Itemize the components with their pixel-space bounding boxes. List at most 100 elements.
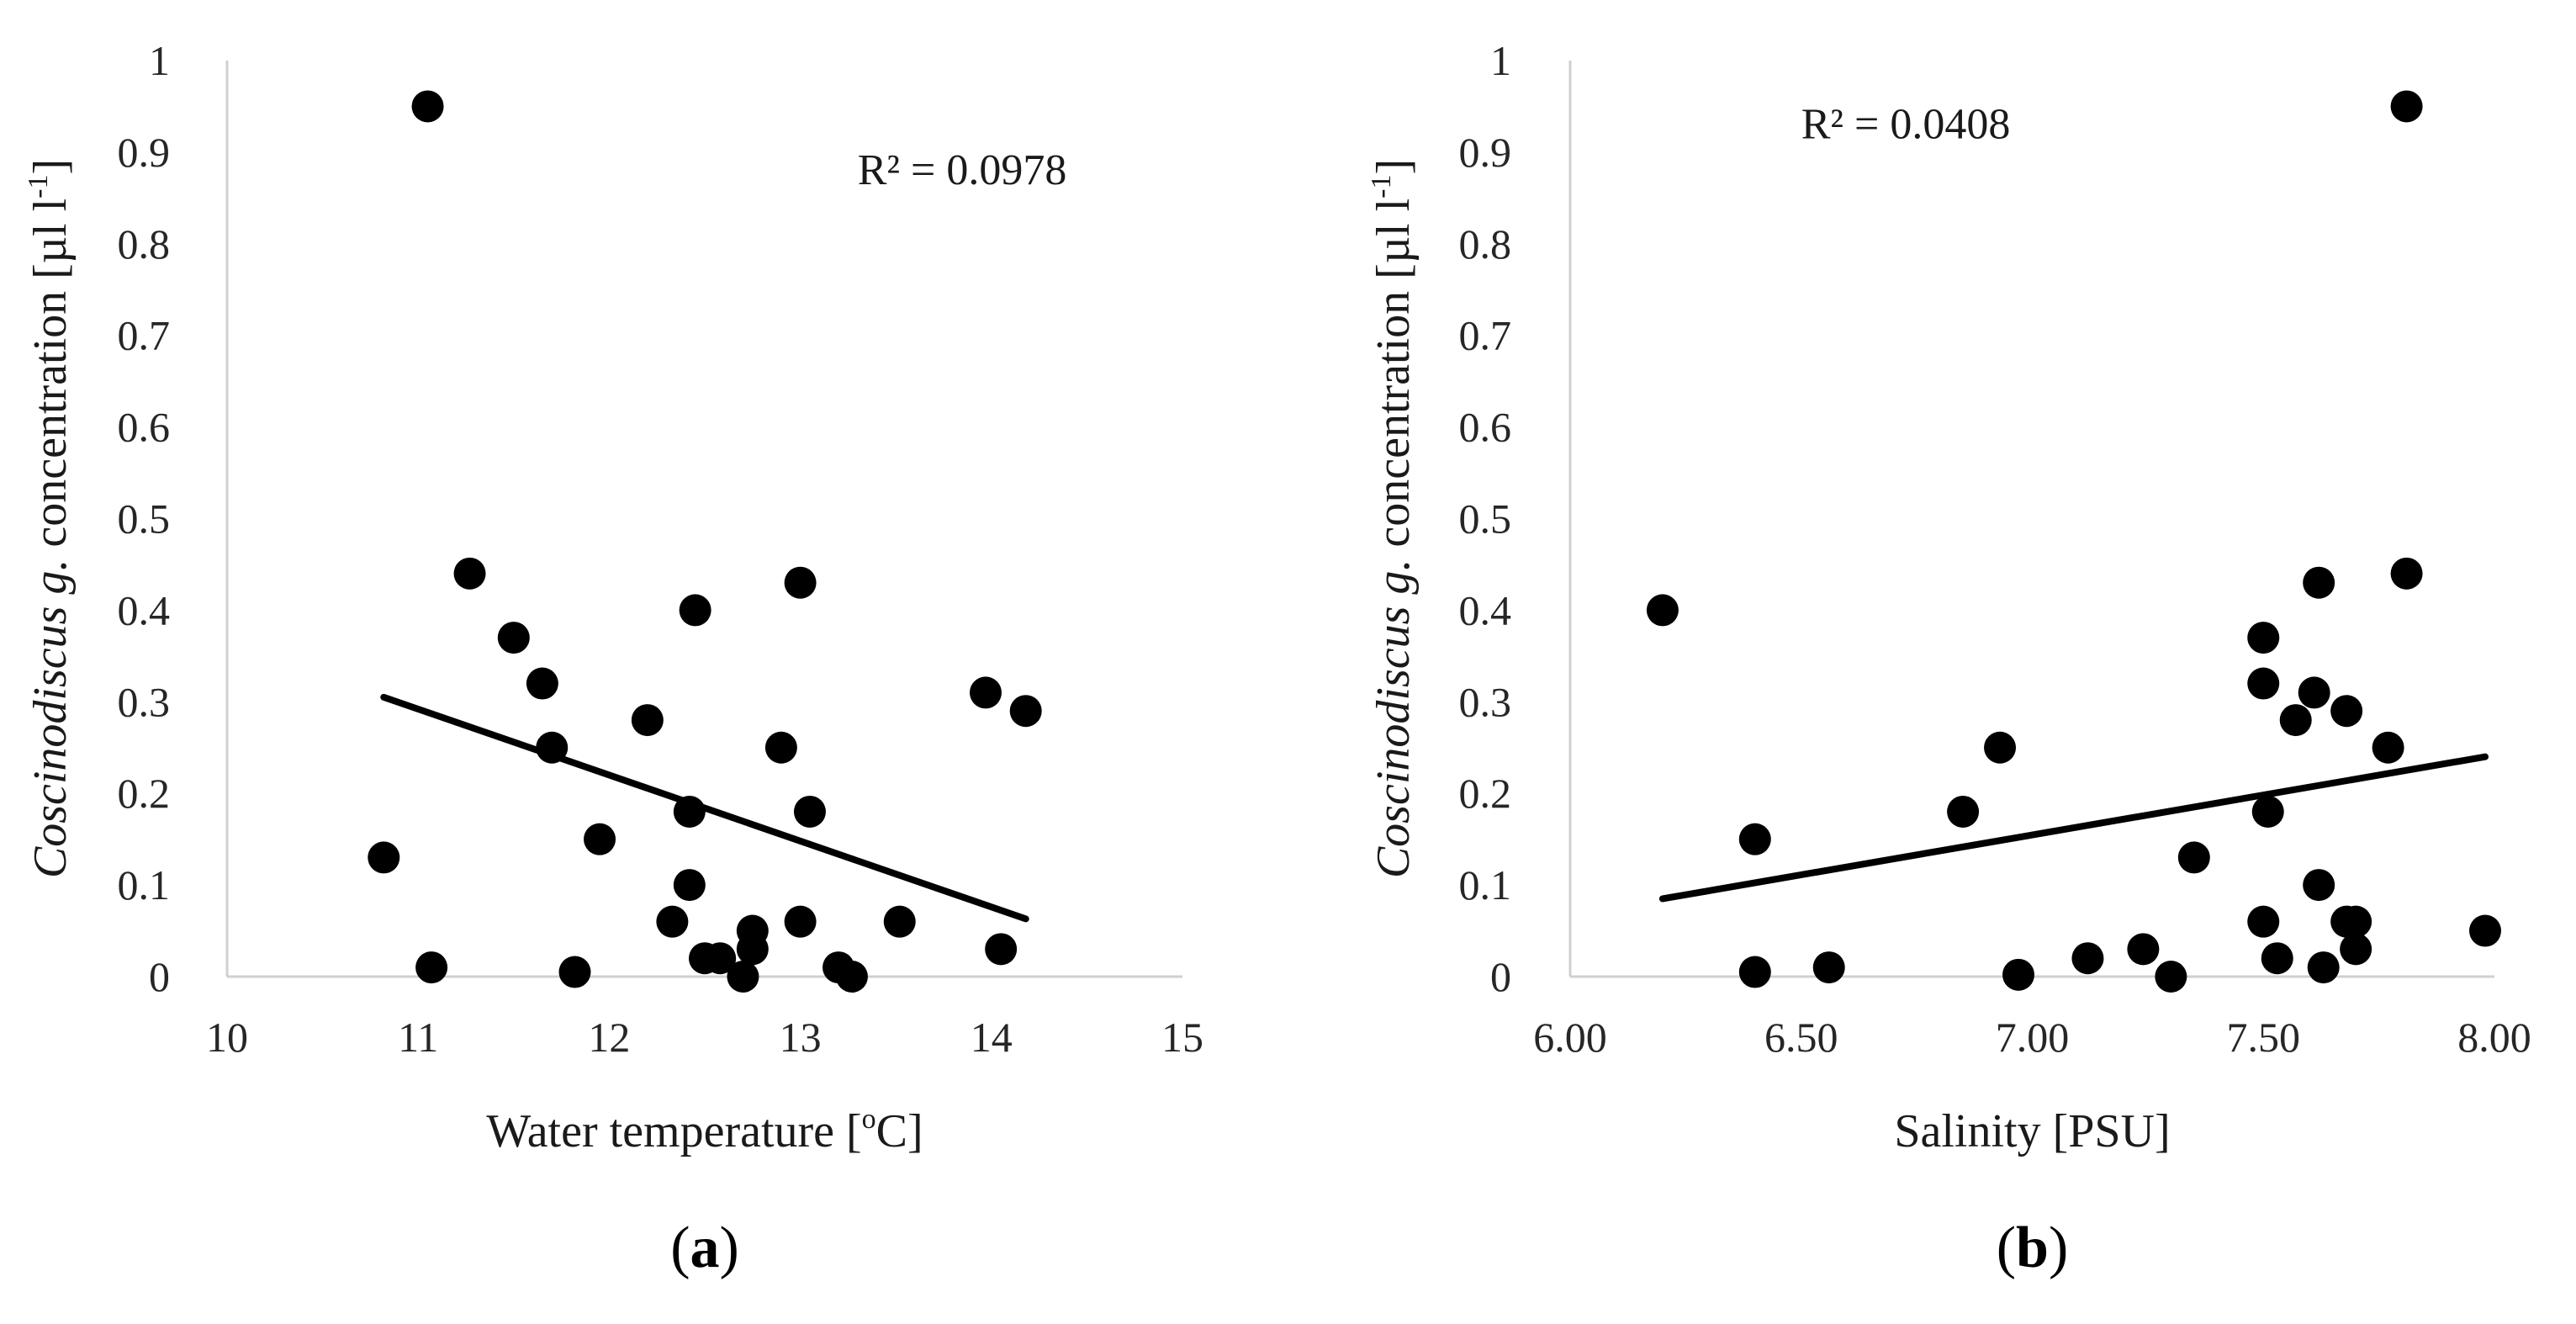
data-point — [2155, 961, 2187, 993]
data-point — [793, 795, 826, 828]
y-tick-label: 0.9 — [1459, 129, 1512, 176]
data-point — [526, 667, 558, 700]
data-point — [1738, 956, 1771, 988]
x-tick-label: 7.50 — [2227, 1014, 2301, 1061]
data-point — [2390, 90, 2423, 123]
data-point — [2340, 905, 2372, 938]
data-point — [835, 961, 868, 993]
data-point — [453, 557, 486, 590]
y-tick-label: 0.4 — [1459, 586, 1512, 633]
data-point — [2247, 905, 2280, 938]
data-point — [2177, 841, 2210, 874]
data-point — [727, 961, 759, 993]
y-tick-label: 0.3 — [1459, 678, 1512, 725]
y-axis-title-species: Coscinodiscus g. — [1367, 559, 1420, 879]
data-point — [2071, 942, 2104, 975]
y-tick-label: 0.5 — [1459, 495, 1512, 543]
data-point — [2127, 933, 2160, 966]
data-point — [969, 676, 1002, 709]
data-point — [2298, 676, 2330, 709]
x-tick-label: 12 — [588, 1014, 630, 1061]
panel-b: 0 0.1 0.2 0.3 0.4 0.5 0.6 0.7 0.8 0.9 1 6.00 6.50 7.0… — [1366, 37, 2531, 1280]
y-tick-label: 1 — [149, 37, 170, 84]
y-axis-title-text: concentration [µl l — [24, 199, 77, 559]
y-axis-title: Coscinodiscus g. concentration [µl l-1] — [23, 159, 77, 878]
data-point — [784, 905, 817, 938]
panel-label: (b) — [1997, 1215, 2069, 1280]
data-point — [2469, 914, 2502, 947]
data-point — [2247, 667, 2280, 700]
data-point — [764, 731, 797, 764]
data-point — [415, 951, 448, 984]
y-tick-label: 0 — [1490, 953, 1511, 1000]
y-tick-label: 0.2 — [118, 770, 171, 817]
y-axis-title-species: Coscinodiscus g. — [24, 559, 77, 879]
data-point — [631, 704, 664, 737]
x-tick-label: 6.50 — [1764, 1014, 1838, 1061]
x-tick-label: 11 — [398, 1014, 438, 1061]
y-tick-label: 0 — [149, 953, 170, 1000]
y-tick-label: 0.4 — [118, 586, 171, 633]
x-tick-label: 6.00 — [1533, 1014, 1607, 1061]
x-tick-label: 10 — [206, 1014, 248, 1061]
y-tick-label: 0.3 — [118, 678, 171, 725]
x-tick-label: 7.00 — [1996, 1014, 2070, 1061]
x-tick-label: 8.00 — [2457, 1014, 2531, 1061]
data-point — [584, 823, 616, 855]
data-point — [2307, 951, 2340, 984]
data-point — [985, 933, 1018, 966]
data-point — [673, 869, 706, 902]
y-axis-title-close: ] — [1367, 159, 1420, 175]
data-point — [2303, 869, 2335, 902]
data-point — [1738, 823, 1771, 855]
y-axis-title: Coscinodiscus g. concentration [µl l-1] — [1366, 159, 1420, 878]
data-point — [558, 956, 591, 988]
y-tick-label: 1 — [1490, 37, 1511, 84]
trendline — [380, 693, 1029, 923]
data-point — [883, 905, 916, 938]
y-tick-label: 0.2 — [1459, 770, 1512, 817]
y-tick-label: 0.6 — [118, 404, 171, 451]
x-axis-title: Water temperature [oC] — [486, 1104, 923, 1157]
y-axis-title-superscript: -1 — [23, 174, 54, 198]
panel-a: 0 0.1 0.2 0.3 0.4 0.5 0.6 0.7 0.8 0.9 1 10 11 12 13 14 1… — [23, 37, 1203, 1280]
data-point — [656, 905, 689, 938]
data-point — [1984, 731, 2017, 764]
x-tick-label: 15 — [1161, 1014, 1203, 1061]
x-tick-label: 13 — [780, 1014, 822, 1061]
data-point — [2303, 566, 2335, 599]
data-point — [2251, 795, 2284, 828]
y-axis-title-superscript: -1 — [1366, 174, 1397, 198]
data-point — [1812, 951, 1845, 984]
data-point — [2340, 933, 2372, 966]
r-squared-label: R² = 0.0408 — [1801, 101, 2011, 149]
r-squared-label: R² = 0.0978 — [858, 146, 1067, 194]
data-point — [736, 933, 769, 966]
data-point — [2247, 622, 2280, 654]
data-point — [2279, 704, 2312, 737]
y-tick-label: 0.8 — [118, 220, 171, 267]
data-point — [679, 594, 711, 627]
data-point — [2261, 942, 2293, 975]
y-tick-label: 0.7 — [1459, 312, 1512, 359]
panel-label: (a) — [670, 1215, 739, 1280]
y-tick-label: 0.1 — [1459, 861, 1512, 908]
y-axis-title-text: concentration [µl l — [1367, 199, 1420, 559]
data-point — [784, 566, 817, 599]
data-point — [497, 622, 530, 654]
y-tick-label: 0.6 — [1459, 404, 1512, 451]
data-point — [1009, 695, 1042, 728]
data-point — [1947, 795, 1980, 828]
x-axis-title: Salinity [PSU] — [1894, 1105, 2170, 1157]
trendline — [1658, 753, 2489, 903]
data-point — [411, 90, 444, 123]
data-point — [368, 841, 400, 874]
data-point — [2390, 557, 2423, 590]
data-point — [2372, 731, 2404, 764]
x-tick-label: 14 — [971, 1014, 1013, 1061]
data-point — [1646, 594, 1679, 627]
data-point — [704, 942, 737, 975]
data-point — [2330, 695, 2363, 728]
